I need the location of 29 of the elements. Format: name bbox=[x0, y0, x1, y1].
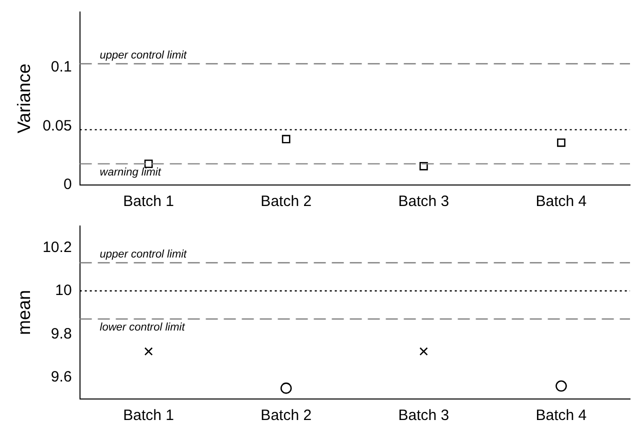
x-tick-label: Batch 4 bbox=[536, 407, 587, 424]
y-axis-title: Variance bbox=[14, 64, 34, 134]
point bbox=[419, 347, 428, 356]
point bbox=[556, 380, 567, 392]
x-tick-label: Batch 3 bbox=[398, 407, 450, 424]
x-tick-label: Batch 1 bbox=[123, 407, 174, 424]
x-tick-label: Batch 2 bbox=[260, 407, 312, 424]
ref-line-label: warning limit bbox=[100, 166, 162, 178]
x-tick-label: Batch 4 bbox=[536, 193, 587, 210]
y-axis-title: mean bbox=[14, 290, 34, 336]
ref-line-label: upper control limit bbox=[100, 248, 188, 260]
point bbox=[419, 162, 428, 170]
y-tick-label: 0.1 bbox=[50, 58, 72, 76]
point bbox=[144, 347, 153, 356]
x-tick-label: Batch 2 bbox=[260, 193, 312, 210]
y-tick-label: 0.05 bbox=[42, 117, 72, 134]
y-tick-label: 10.2 bbox=[42, 238, 72, 256]
point bbox=[280, 382, 292, 394]
ref-line-label: lower control limit bbox=[100, 322, 186, 334]
y-tick-label: 9.8 bbox=[50, 325, 72, 342]
y-tick-label: 9.6 bbox=[50, 368, 72, 386]
point bbox=[144, 160, 153, 168]
x-tick-label: Batch 3 bbox=[398, 193, 450, 210]
point bbox=[282, 134, 290, 144]
point bbox=[557, 138, 566, 147]
y-tick-label: 0 bbox=[63, 176, 72, 194]
x-tick-label: Batch 1 bbox=[123, 193, 174, 210]
ref-line-label: upper control limit bbox=[100, 49, 188, 62]
y-tick-label: 10 bbox=[55, 282, 72, 300]
